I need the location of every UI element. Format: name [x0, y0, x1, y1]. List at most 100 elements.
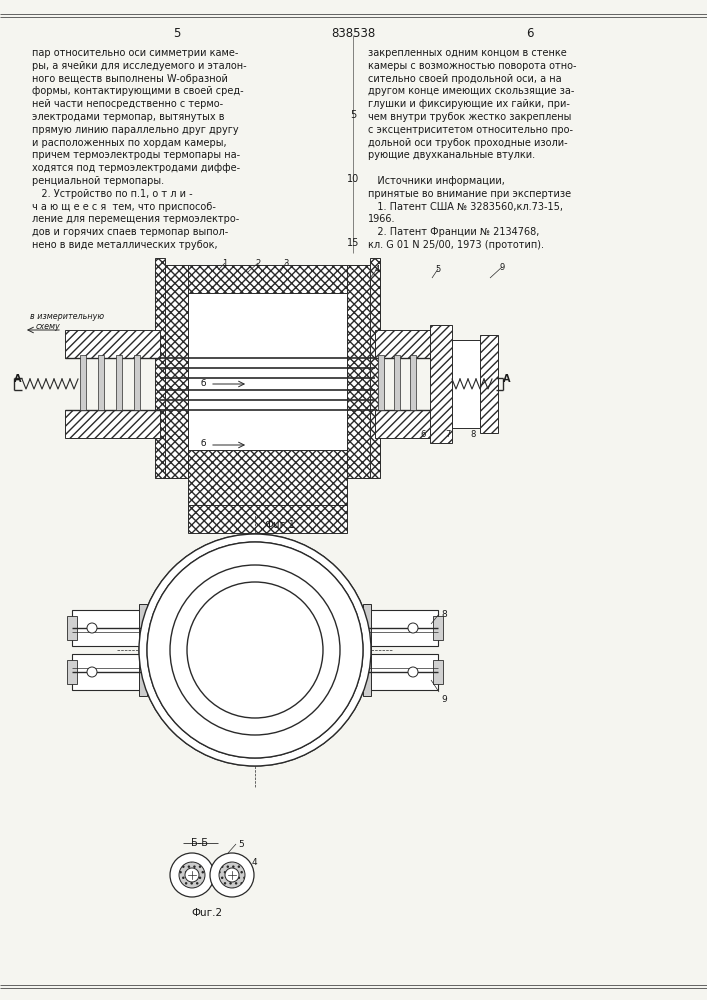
Text: 1966.: 1966. — [368, 214, 395, 224]
Text: рующие двухканальные втулки.: рующие двухканальные втулки. — [368, 150, 535, 160]
Bar — [160, 265, 375, 293]
Text: б: б — [201, 378, 206, 387]
Bar — [134, 355, 140, 410]
Text: А–А: А–А — [245, 550, 264, 560]
Bar — [188, 450, 347, 505]
Circle shape — [179, 862, 205, 888]
Bar — [347, 265, 375, 478]
Circle shape — [210, 853, 254, 897]
Text: с эксцентриситетом относительно про-: с эксцентриситетом относительно про- — [368, 125, 573, 135]
Text: нено в виде металлических трубок,: нено в виде металлических трубок, — [32, 240, 218, 250]
Bar — [394, 355, 400, 410]
Text: Источники информации,: Источники информации, — [368, 176, 505, 186]
Text: 838538: 838538 — [331, 27, 375, 40]
Text: 2. Устройство по п.1, о т л и -: 2. Устройство по п.1, о т л и - — [32, 189, 192, 199]
Text: в измерительную: в измерительную — [30, 312, 104, 321]
Bar — [65, 330, 160, 358]
Circle shape — [408, 623, 418, 633]
Text: дов и горячих спаев термопар выпол-: дов и горячих спаев термопар выпол- — [32, 227, 228, 237]
Bar — [363, 654, 438, 690]
Circle shape — [185, 868, 199, 882]
Text: ры, а ячейки для исследуемого и эталон-: ры, а ячейки для исследуемого и эталон- — [32, 61, 247, 71]
Bar — [410, 355, 416, 410]
Text: закрепленных одним концом в стенке: закрепленных одним концом в стенке — [368, 48, 567, 58]
Text: 2. Патент Франции № 2134768,: 2. Патент Франции № 2134768, — [368, 227, 539, 237]
Bar — [433, 660, 443, 684]
Text: другом конце имеющих скользящие за-: другом конце имеющих скользящие за- — [368, 86, 574, 96]
Text: ного веществ выполнены W-образной: ного веществ выполнены W-образной — [32, 74, 228, 84]
Text: чем внутри трубок жестко закреплены: чем внутри трубок жестко закреплены — [368, 112, 571, 122]
Bar — [72, 654, 147, 690]
Text: Фuг.2: Фuг.2 — [192, 908, 223, 918]
Bar — [433, 616, 443, 640]
Bar — [67, 660, 77, 684]
Circle shape — [225, 868, 239, 882]
Text: 5: 5 — [173, 27, 181, 40]
Circle shape — [139, 534, 371, 766]
Text: 5: 5 — [350, 110, 356, 120]
Text: камеры с возможностью поворота отно-: камеры с возможностью поворота отно- — [368, 61, 576, 71]
Circle shape — [147, 542, 363, 758]
Circle shape — [219, 862, 245, 888]
Text: 8: 8 — [470, 430, 475, 439]
Bar — [378, 355, 384, 410]
Text: 4: 4 — [375, 265, 380, 274]
Bar — [80, 355, 86, 410]
Bar — [188, 505, 347, 533]
Bar — [72, 610, 147, 646]
Text: 15: 15 — [347, 238, 359, 248]
Bar — [155, 258, 165, 478]
Bar — [188, 293, 347, 450]
Text: 5: 5 — [435, 265, 440, 274]
Bar — [370, 258, 380, 478]
Text: ней части непосредственно с термо-: ней части непосредственно с термо- — [32, 99, 223, 109]
Text: Фuг.1: Фuг.1 — [264, 520, 296, 530]
Text: ренциальной термопары.: ренциальной термопары. — [32, 176, 164, 186]
Circle shape — [187, 582, 323, 718]
Bar — [67, 616, 77, 640]
Text: ч а ю щ е е с я  тем, что приспособ-: ч а ю щ е е с я тем, что приспособ- — [32, 202, 216, 212]
Text: и расположенных по хордам камеры,: и расположенных по хордам камеры, — [32, 138, 227, 148]
Text: 9: 9 — [500, 263, 506, 272]
Circle shape — [139, 534, 371, 766]
Circle shape — [170, 853, 214, 897]
Circle shape — [147, 542, 363, 758]
Circle shape — [170, 565, 340, 735]
Text: 6: 6 — [526, 27, 534, 40]
Text: принятые во внимание при экспертизе: принятые во внимание при экспертизе — [368, 189, 571, 199]
Circle shape — [408, 667, 418, 677]
Bar — [65, 410, 160, 438]
Bar — [363, 604, 371, 696]
Bar — [98, 355, 104, 410]
Text: 4: 4 — [252, 858, 257, 867]
Text: глушки и фиксирующие их гайки, при-: глушки и фиксирующие их гайки, при- — [368, 99, 570, 109]
Text: схему: схему — [36, 322, 61, 331]
Bar — [375, 410, 430, 438]
Text: дольной оси трубок проходные изоли-: дольной оси трубок проходные изоли- — [368, 138, 568, 148]
Text: сительно своей продольной оси, а на: сительно своей продольной оси, а на — [368, 74, 561, 84]
Bar — [116, 355, 122, 410]
Circle shape — [87, 623, 97, 633]
Bar — [375, 330, 430, 358]
Text: 8: 8 — [441, 610, 447, 619]
Bar — [160, 265, 188, 478]
Circle shape — [87, 667, 97, 677]
Text: 2: 2 — [255, 259, 260, 268]
Text: 6: 6 — [420, 430, 426, 439]
Text: кл. G 01 N 25/00, 1973 (прототип).: кл. G 01 N 25/00, 1973 (прототип). — [368, 240, 544, 250]
Text: б: б — [201, 440, 206, 448]
Text: 10: 10 — [347, 174, 359, 184]
Bar — [363, 610, 438, 646]
Text: 5: 5 — [238, 840, 244, 849]
Text: формы, контактирующими в своей сред-: формы, контактирующими в своей сред- — [32, 86, 244, 96]
Text: прямую линию параллельно друг другу: прямую линию параллельно друг другу — [32, 125, 239, 135]
Text: 9: 9 — [441, 695, 447, 704]
Text: пар относительно оси симметрии каме-: пар относительно оси симметрии каме- — [32, 48, 238, 58]
Text: А: А — [14, 374, 21, 384]
Text: Б-Б: Б-Б — [192, 838, 209, 848]
Text: ходятся под термоэлектродами диффе-: ходятся под термоэлектродами диффе- — [32, 163, 240, 173]
Text: 1. Патент США № 3283560,кл.73-15,: 1. Патент США № 3283560,кл.73-15, — [368, 202, 563, 212]
Text: 3: 3 — [283, 259, 288, 268]
Text: причем термоэлектроды термопары на-: причем термоэлектроды термопары на- — [32, 150, 240, 160]
Bar — [160, 450, 375, 478]
